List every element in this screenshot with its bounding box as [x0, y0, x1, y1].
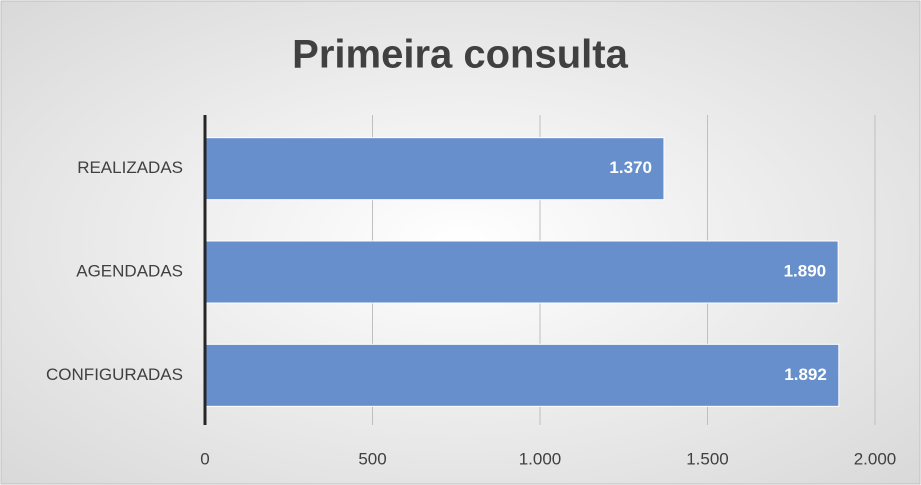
x-tick-label: 500 [358, 449, 386, 468]
x-tick-label: 1.500 [686, 449, 729, 468]
bar [204, 137, 665, 201]
y-tick-label: AGENDADAS [76, 261, 183, 280]
x-tick-label: 1.000 [519, 449, 562, 468]
bar [204, 240, 839, 304]
y-tick-label: CONFIGURADAS [46, 365, 183, 384]
value-label: 1.370 [609, 158, 652, 177]
chart-title: Primeira consulta [292, 33, 628, 77]
bar [204, 343, 840, 407]
y-tick-label: REALIZADAS [77, 158, 183, 177]
value-label: 1.890 [784, 261, 827, 280]
value-label: 1.892 [784, 365, 827, 384]
x-tick-label: 2.000 [854, 449, 897, 468]
x-tick-label: 0 [200, 449, 209, 468]
